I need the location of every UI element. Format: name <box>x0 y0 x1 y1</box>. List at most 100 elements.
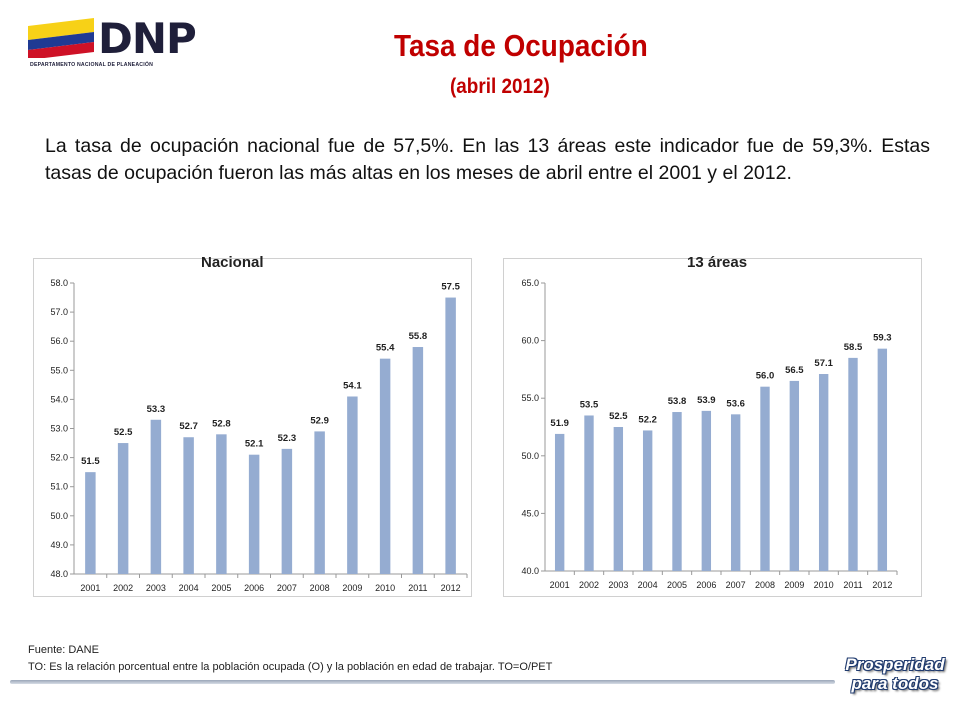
data-label: 52.5 <box>609 411 628 422</box>
logo-text: DNP <box>98 14 197 63</box>
bar <box>877 348 888 571</box>
data-label: 52.5 <box>114 427 133 438</box>
x-tick-label: 2003 <box>146 583 166 593</box>
bar <box>150 419 162 574</box>
x-tick-label: 2008 <box>310 583 330 593</box>
y-tick-label: 48.0 <box>50 569 68 579</box>
x-tick-label: 2004 <box>638 580 658 590</box>
bar <box>183 437 194 574</box>
x-tick-label: 2012 <box>441 583 461 593</box>
page-subtitle: (abril 2012) <box>450 75 550 98</box>
data-label: 52.3 <box>278 433 297 444</box>
data-label: 55.4 <box>376 343 395 354</box>
data-label: 52.9 <box>310 415 329 426</box>
chart-title-nacional: Nacional <box>201 254 264 271</box>
data-label: 52.7 <box>179 421 198 432</box>
bar <box>584 415 594 571</box>
x-tick-label: 2007 <box>277 583 297 593</box>
bar <box>85 472 96 574</box>
x-tick-label: 2010 <box>814 580 834 590</box>
chart-frame <box>33 258 472 597</box>
y-tick-label: 45.0 <box>521 508 539 518</box>
data-label: 53.9 <box>697 395 716 406</box>
bar <box>672 412 682 571</box>
bar <box>412 347 424 574</box>
bar <box>216 434 227 574</box>
bar <box>730 414 741 571</box>
x-tick-label: 2002 <box>113 583 133 593</box>
bar <box>554 433 565 571</box>
y-tick-label: 54.0 <box>50 394 68 404</box>
y-tick-label: 65.0 <box>521 278 539 288</box>
x-tick-label: 2001 <box>550 580 570 590</box>
x-tick-label: 2005 <box>211 583 231 593</box>
bar <box>117 443 129 574</box>
brand-line-1: Prosperidad <box>845 655 945 674</box>
intro-paragraph: La tasa de ocupación nacional fue de 57,… <box>45 135 930 184</box>
chart-nacional: 48.0 49.0 50.0 51.0 52.0 53.0 54.0 55.0 56.0 57.0… <box>33 254 473 598</box>
y-tick-label: 57.0 <box>50 307 68 317</box>
bar <box>248 454 260 574</box>
y-tick-label: 56.0 <box>50 336 68 346</box>
x-tick-label: 2004 <box>179 583 199 593</box>
data-label: 56.5 <box>785 365 804 376</box>
x-tick-label: 2005 <box>667 580 687 590</box>
y-tick-label: 60.0 <box>521 336 539 346</box>
chart-13-areas-svg: 40.0 45.0 50.0 55.0 60.0 65.0 51.9 2001 53.5 2002… <box>503 258 922 597</box>
data-label: 52.2 <box>638 414 657 425</box>
footer-divider <box>10 680 835 684</box>
bar <box>347 396 358 574</box>
source-note: Fuente: DANE <box>28 644 99 656</box>
bar <box>760 386 770 571</box>
colombia-flag-icon <box>28 18 94 60</box>
bar <box>314 431 325 574</box>
bar <box>701 410 712 571</box>
x-tick-label: 2010 <box>375 583 395 593</box>
data-label: 57.5 <box>441 282 460 293</box>
data-label: 56.0 <box>756 371 775 382</box>
y-tick-label: 51.0 <box>50 482 68 492</box>
bar <box>642 430 653 571</box>
data-label: 55.8 <box>409 331 428 342</box>
y-tick-label: 55.0 <box>50 365 68 375</box>
data-label: 59.3 <box>873 333 892 344</box>
x-tick-label: 2009 <box>784 580 804 590</box>
x-tick-label: 2011 <box>408 583 427 593</box>
definition-note: TO: Es la relación porcentual entre la p… <box>28 661 553 673</box>
x-tick-label: 2007 <box>726 580 746 590</box>
bar <box>281 448 293 574</box>
dnp-logo: DNP DEPARTAMENTO NACIONAL DE PLANEACIÓN <box>28 14 197 70</box>
bar <box>445 297 456 574</box>
chart-13-areas: 40.0 45.0 50.0 55.0 60.0 65.0 51.9 2001 53.5 2002… <box>503 254 923 598</box>
data-label: 52.8 <box>212 418 231 429</box>
chart-frame <box>503 258 922 597</box>
y-tick-label: 52.0 <box>50 453 68 463</box>
data-label: 53.6 <box>726 398 745 409</box>
y-tick-label: 58.0 <box>50 278 68 288</box>
brand-line-2: para todos <box>851 674 939 693</box>
logo-subtext: DEPARTAMENTO NACIONAL DE PLANEACIÓN <box>30 62 154 68</box>
y-tick-label: 49.0 <box>50 540 68 550</box>
x-tick-label: 2011 <box>843 580 862 590</box>
x-tick-label: 2003 <box>608 580 628 590</box>
data-label: 58.5 <box>844 342 863 353</box>
bar <box>789 380 800 571</box>
data-label: 54.1 <box>343 380 362 391</box>
y-tick-label: 53.0 <box>50 424 68 434</box>
x-tick-label: 2006 <box>244 583 264 593</box>
x-tick-label: 2002 <box>579 580 599 590</box>
bar <box>613 427 624 571</box>
x-tick-label: 2001 <box>80 583 100 593</box>
bar <box>818 374 829 571</box>
y-tick-label: 50.0 <box>50 511 68 521</box>
data-label: 53.3 <box>147 404 166 415</box>
x-tick-label: 2009 <box>342 583 362 593</box>
y-tick-label: 55.0 <box>521 393 539 403</box>
bar <box>848 357 858 571</box>
y-tick-label: 40.0 <box>521 566 539 576</box>
y-tick-label: 50.0 <box>521 451 539 461</box>
data-label: 52.1 <box>245 439 264 450</box>
prosperidad-logo: Prosperidad para todos <box>845 655 945 705</box>
data-label: 53.8 <box>668 396 687 407</box>
x-tick-label: 2008 <box>755 580 775 590</box>
